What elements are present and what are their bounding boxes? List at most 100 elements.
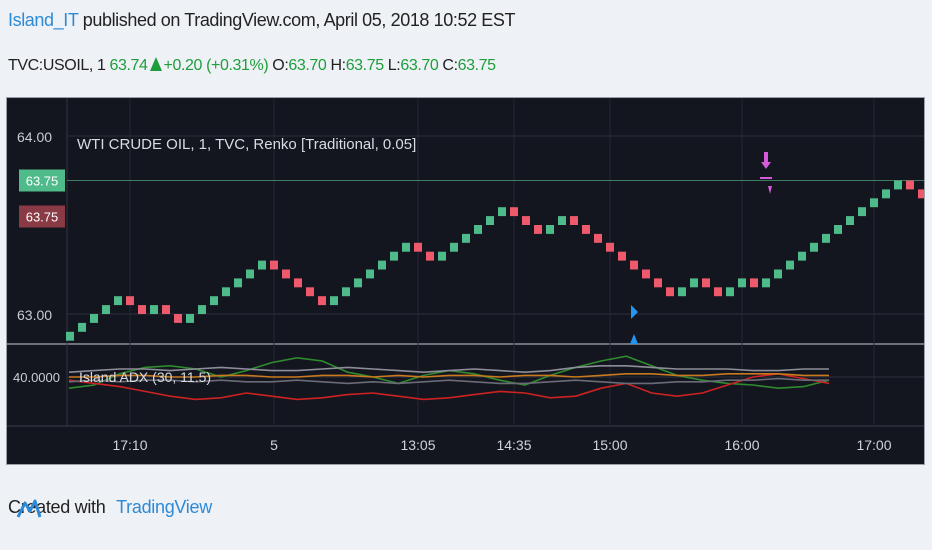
last-price: 63.74 <box>109 57 148 74</box>
adx-series-line-3 <box>68 364 829 374</box>
renko-brick-down <box>702 278 710 288</box>
renko-brick-up <box>186 314 194 323</box>
adx-series-line-4 <box>68 377 829 385</box>
renko-brick-down <box>294 278 302 288</box>
renko-brick-up <box>198 305 206 314</box>
renko-brick-up <box>546 225 554 234</box>
renko-brick-up <box>234 278 242 288</box>
renko-brick-up <box>150 305 158 314</box>
renko-brick-up <box>486 216 494 225</box>
adx-series-line-1 <box>68 372 830 401</box>
renko-brick-up <box>474 225 482 234</box>
published-text: published on TradingView.com, April 05, … <box>82 10 516 30</box>
main-series-title: WTI CRUDE OIL, 1, TVC, Renko [Traditiona… <box>77 136 416 153</box>
symbol-line: TVC:USOIL, 1 63.74 +0.20 (+0.31%) O:63.70… <box>8 57 496 75</box>
renko-brick-down <box>126 296 134 306</box>
renko-brick-up <box>390 251 398 261</box>
x-tick-label: 13:05 <box>400 437 435 453</box>
renko-brick-up <box>678 287 686 297</box>
renko-brick-up <box>690 278 698 288</box>
renko-brick-up <box>462 233 470 243</box>
renko-brick-up <box>558 216 566 225</box>
renko-brick-up <box>498 207 506 217</box>
renko-brick-down <box>594 233 602 243</box>
renko-brick-down <box>534 225 542 234</box>
right-triangle-marker-icon[interactable] <box>631 305 638 319</box>
renko-brick-up <box>786 260 794 270</box>
author-link[interactable]: Island_IT <box>8 10 79 30</box>
renko-brick-up <box>258 260 266 270</box>
renko-brick-up <box>354 278 362 288</box>
renko-brick-down <box>654 278 662 288</box>
price-up-icon <box>149 57 162 71</box>
renko-brick-up <box>858 207 866 217</box>
y-tick-label: 64.00 <box>17 129 52 145</box>
current-price-label: 63.75 <box>26 174 59 189</box>
renko-brick-down <box>162 305 170 314</box>
adx-y-tick-label: 40.0000 <box>13 370 60 385</box>
low-value: 63.70 <box>400 57 439 74</box>
tradingview-logo-icon[interactable] <box>16 497 42 519</box>
renko-brick-up <box>246 269 254 279</box>
high-price-label-bg <box>19 205 65 228</box>
high-price-label: 63.75 <box>26 210 59 225</box>
renko-brick-up <box>894 180 902 190</box>
sell-signal-arrow-icon[interactable] <box>761 152 771 169</box>
renko-brick-up <box>834 225 842 234</box>
renko-brick-up <box>378 260 386 270</box>
symbol-name: TVC:USOIL, 1 <box>8 57 106 74</box>
renko-brick-up <box>78 322 86 332</box>
renko-brick-up <box>810 242 818 252</box>
low-label: L: <box>387 57 401 74</box>
renko-brick-up <box>66 331 74 341</box>
price-change: +0.20 (+0.31%) <box>163 57 269 74</box>
open-value: 63.70 <box>288 57 327 74</box>
renko-brick-up <box>366 269 374 279</box>
renko-brick-up <box>342 287 350 297</box>
high-label: H: <box>330 57 346 74</box>
high-value: 63.75 <box>345 57 384 74</box>
current-price-label-bg <box>19 169 65 192</box>
renko-brick-down <box>522 216 530 225</box>
renko-brick-down <box>642 269 650 279</box>
x-tick-label: 16:00 <box>724 437 759 453</box>
renko-brick-down <box>750 278 758 288</box>
y-tick-label: 63.00 <box>17 307 52 323</box>
close-value: 63.75 <box>457 57 496 74</box>
renko-brick-up <box>210 296 218 306</box>
renko-brick-down <box>630 260 638 270</box>
renko-brick-up <box>870 198 878 208</box>
renko-brick-down <box>414 242 422 252</box>
renko-brick-down <box>510 207 518 217</box>
renko-brick-up <box>822 233 830 243</box>
renko-brick-up <box>882 189 890 199</box>
renko-brick-up <box>774 269 782 279</box>
tradingview-link[interactable]: TradingView <box>116 497 212 517</box>
x-tick-label: 17:10 <box>112 437 147 453</box>
renko-brick-down <box>306 287 314 297</box>
renko-brick-down <box>138 305 146 314</box>
renko-brick-up <box>402 242 410 252</box>
publish-line: Island_IT published on TradingView.com, … <box>8 10 516 31</box>
renko-brick-down <box>174 314 182 323</box>
renko-brick-up <box>738 278 746 288</box>
chart-svg[interactable]: 64.00 63.00 17:10 5 13:05 14:35 15:00 16:00 17:0… <box>7 98 924 464</box>
renko-brick-up <box>90 314 98 323</box>
chart-container[interactable]: 64.00 63.00 17:10 5 13:05 14:35 15:00 16:00 17:0… <box>6 97 925 465</box>
x-tick-label: 14:35 <box>496 437 531 453</box>
renko-brick-down <box>666 287 674 297</box>
adx-indicator-title: Island ADX (30, 11.5) <box>79 369 211 385</box>
x-tick-label: 15:00 <box>592 437 627 453</box>
renko-brick-up <box>798 251 806 261</box>
x-tick-label: 17:00 <box>856 437 891 453</box>
up-triangle-marker-icon[interactable] <box>630 334 638 344</box>
x-tick-label: 5 <box>270 437 278 453</box>
close-label: C: <box>442 57 458 74</box>
renko-brick-up <box>102 305 110 314</box>
renko-brick-up <box>450 242 458 252</box>
renko-brick-down <box>606 242 614 252</box>
created-with-text: Created with <box>8 497 106 517</box>
renko-brick-down <box>582 225 590 234</box>
renko-brick-up <box>726 287 734 297</box>
renko-brick-down <box>714 287 722 297</box>
